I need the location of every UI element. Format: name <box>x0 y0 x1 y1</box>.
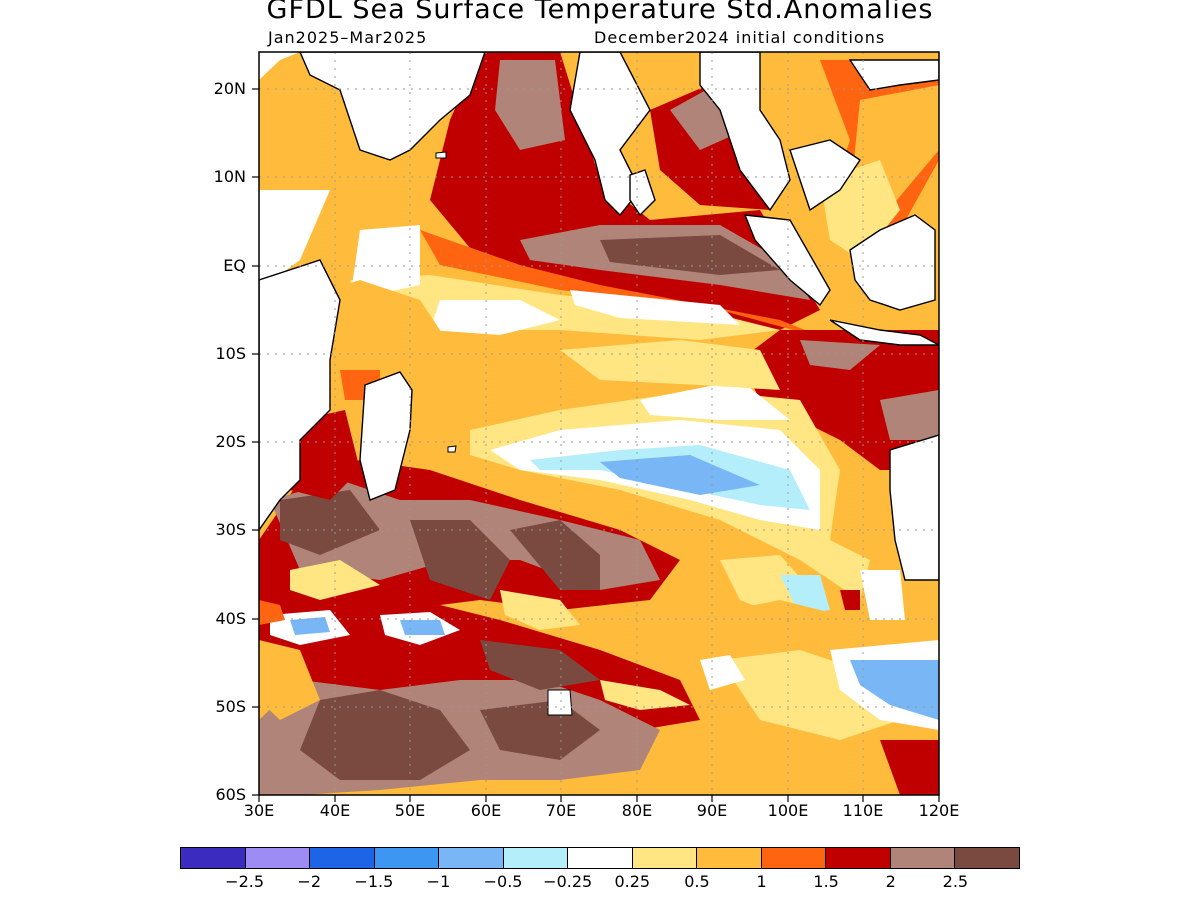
color-scale-label: 0.5 <box>684 872 710 891</box>
initial-conditions: December2024 initial conditions <box>594 28 886 47</box>
color-scale-label: 2.5 <box>942 872 969 891</box>
lat-label-20n: 20N <box>213 79 246 98</box>
lat-label-60s: 60S <box>215 785 246 804</box>
color-scale-swatch <box>568 848 633 868</box>
lon-label-50e: 50E <box>394 801 426 820</box>
lon-label-110e: 110E <box>842 801 884 820</box>
lon-label-30e: 30E <box>243 801 275 820</box>
color-scale-label: −0.25 <box>543 872 593 891</box>
color-scale-swatch <box>374 848 440 868</box>
color-scale-label: 1 <box>756 872 767 891</box>
color-scale-swatch <box>890 848 956 868</box>
lon-label-40e: 40E <box>319 801 351 820</box>
color-scale-swatch <box>181 848 246 868</box>
map-title: GFDL Sea Surface Temperature Std.Anomali… <box>266 0 934 25</box>
lat-label-10s: 10S <box>215 344 246 363</box>
color-scale-label: −0.5 <box>483 872 523 891</box>
color-scale-label: −2.5 <box>225 872 265 891</box>
color-scale-swatch <box>632 848 698 868</box>
lat-label-10n: 10N <box>213 167 246 186</box>
color-scale-bar <box>180 847 1020 869</box>
color-scale-swatch <box>826 848 891 868</box>
lon-label-100e: 100E <box>767 801 809 820</box>
color-scale-swatch <box>439 848 504 868</box>
lat-label-eq: EQ <box>223 256 246 275</box>
forecast-period: Jan2025–Mar2025 <box>268 28 428 47</box>
lon-label-90e: 90E <box>696 801 728 820</box>
color-scale-swatch <box>697 848 762 868</box>
color-scale-label: −2 <box>297 872 322 891</box>
color-scale-label: 0.25 <box>614 872 651 891</box>
color-scale-label: −1.5 <box>354 872 394 891</box>
lat-label-40s: 40S <box>215 609 246 628</box>
color-scale-label: 2 <box>885 872 896 891</box>
lon-label-120e: 120E <box>918 801 960 820</box>
color-scale-swatch <box>245 848 311 868</box>
lon-label-80e: 80E <box>621 801 653 820</box>
lon-label-60e: 60E <box>470 801 502 820</box>
lat-label-50s: 50S <box>215 697 246 716</box>
color-scale-swatch <box>310 848 375 868</box>
lat-label-20s: 20S <box>215 432 246 451</box>
lat-label-30s: 30S <box>215 520 246 539</box>
color-scale-label: 1.5 <box>813 872 839 891</box>
color-scale-swatch <box>761 848 827 868</box>
color-scale-swatch <box>955 848 1019 868</box>
color-scale-swatch <box>503 848 569 868</box>
color-scale-label: −1 <box>426 872 451 891</box>
lon-label-70e: 70E <box>545 801 577 820</box>
